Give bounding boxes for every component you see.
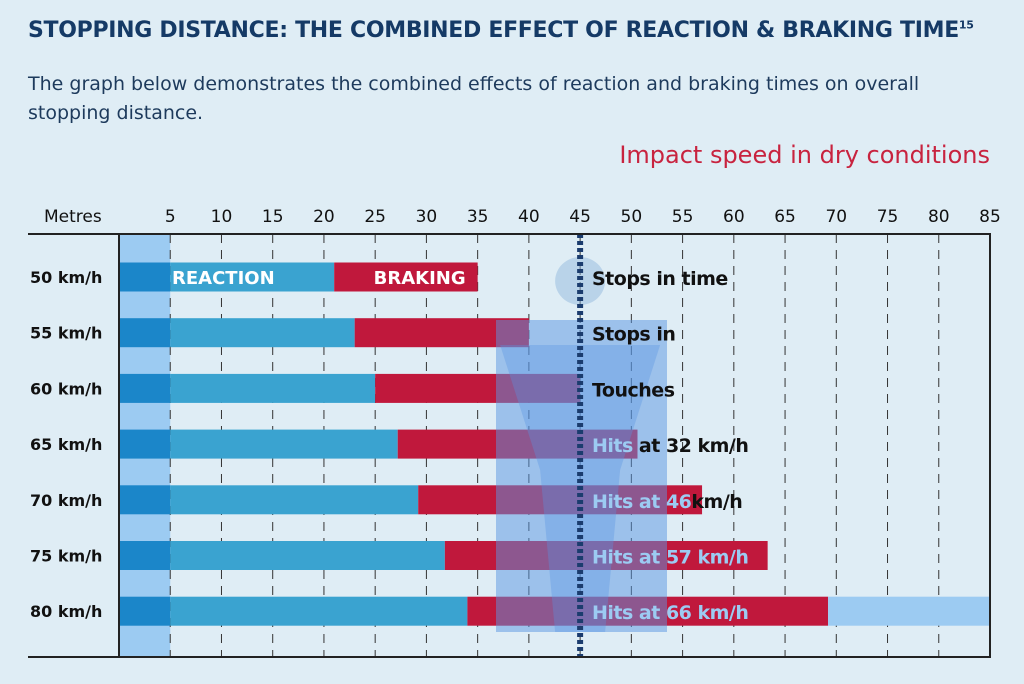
page-title: STOPPING DISTANCE: THE COMBINED EFFECT O…	[28, 18, 974, 43]
reaction-bar	[170, 429, 398, 459]
reaction-bar	[170, 373, 376, 403]
reaction-first-5m-bar	[119, 485, 171, 515]
reaction-bar	[170, 485, 419, 515]
outcome-label-segment: km/h	[691, 491, 742, 513]
reaction-first-5m-bar	[119, 429, 171, 459]
outcome-label-segment: Hits	[592, 435, 633, 457]
y-category-label: 75 km/h	[30, 547, 102, 566]
x-tick-label: 55	[672, 207, 694, 227]
reaction-bar	[170, 318, 355, 348]
x-tick-label: 70	[825, 207, 847, 227]
outcome-label-segment: Hits at 66 km/h	[592, 602, 748, 624]
braking-bar	[334, 262, 478, 292]
x-tick-label: 45	[569, 207, 591, 227]
x-tick-label: 85	[979, 207, 1001, 227]
outcome-label-segment: Hits at 46	[592, 491, 692, 513]
outcome-label: Hits at 32 km/h	[592, 435, 748, 457]
pedestrian-head-icon	[555, 257, 606, 305]
outcome-label-segment: Touches	[592, 379, 675, 401]
reaction-bar	[170, 262, 335, 292]
y-category-label: 60 km/h	[30, 379, 102, 398]
outcome-label-segment: Stops in	[592, 324, 675, 346]
x-tick-label: 5	[165, 207, 176, 227]
x-tick-label: 35	[467, 207, 489, 227]
y-category-label: 80 km/h	[30, 602, 102, 621]
x-tick-label: 10	[211, 207, 233, 227]
outcome-label: Hits at 46km/h	[592, 491, 742, 513]
reaction-first-5m-bar	[119, 373, 171, 403]
y-category-label: 50 km/h	[30, 268, 102, 287]
x-tick-label: 20	[313, 207, 335, 227]
outcome-label: Hits at 57 km/h	[592, 547, 748, 569]
y-category-label: 70 km/h	[30, 491, 102, 510]
subtitle: The graph below demonstrates the combine…	[28, 73, 920, 124]
x-tick-label: 50	[621, 207, 643, 227]
y-category-label: 65 km/h	[30, 435, 102, 454]
x-tick-label: 30	[416, 207, 438, 227]
reaction-bar	[170, 541, 445, 570]
x-tick-label: 15	[262, 207, 284, 227]
outcome-label: Hits at 66 km/h	[592, 602, 748, 624]
outcome-label: Stops in	[592, 324, 675, 346]
impact-speed-heading: Impact speed in dry conditions	[619, 141, 990, 169]
outcome-label-segment: Hits at 57 km/h	[592, 547, 748, 569]
overrun-band	[828, 596, 990, 626]
reaction-bar	[170, 596, 468, 626]
x-tick-label: 40	[518, 207, 540, 227]
x-tick-label: 60	[723, 207, 745, 227]
x-tick-label: 80	[928, 207, 950, 227]
outcome-label: Touches	[592, 379, 675, 401]
plot-frame	[118, 233, 991, 658]
reaction-label: REACTION	[172, 268, 275, 289]
x-axis-label: Metres	[44, 207, 102, 227]
outcome-label-segment: Stops in time	[592, 268, 728, 290]
y-category-label: 55 km/h	[30, 324, 102, 343]
braking-label: BRAKING	[374, 268, 466, 289]
x-tick-label: 65	[774, 207, 796, 227]
x-tick-label: 25	[364, 207, 386, 227]
outcome-label-segment: at 32 km/h	[633, 435, 749, 457]
outcome-label: Stops in time	[592, 268, 728, 290]
reaction-first-5m-bar	[119, 596, 171, 626]
x-tick-label: 75	[877, 207, 899, 227]
reaction-first-5m-bar	[119, 262, 171, 292]
reaction-first-5m-bar	[119, 318, 171, 348]
footnote-ref: 15	[958, 18, 974, 32]
reaction-first-5m-bar	[119, 541, 171, 570]
